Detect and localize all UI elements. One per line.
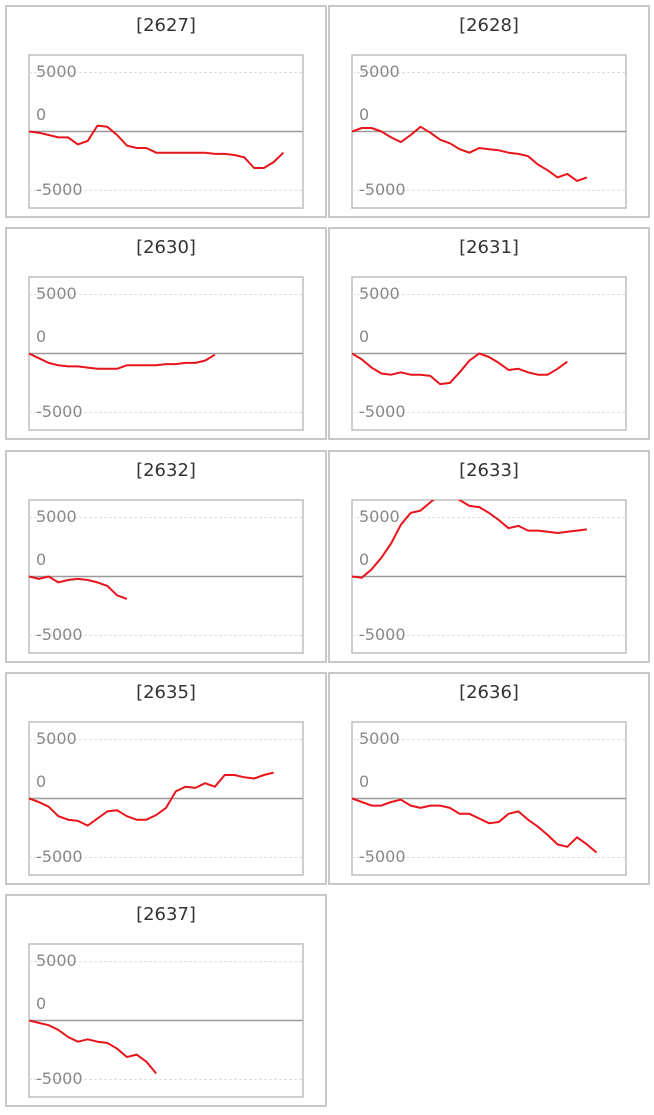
y-tick-label: -5000: [359, 625, 406, 644]
y-tick-label: 0: [36, 105, 46, 124]
y-tick-label: -5000: [359, 402, 406, 421]
chart-title: [2631]: [459, 237, 519, 258]
y-tick-label: 5000: [359, 729, 400, 748]
chart-title: [2633]: [459, 460, 519, 481]
data-line: [29, 575, 128, 600]
y-tick-label: 0: [359, 327, 369, 346]
chart-title: [2635]: [136, 682, 196, 703]
chart-title: [2630]: [136, 237, 196, 258]
chart-panel: [2627] 5000 0 -5000: [5, 5, 327, 218]
y-tick-label: -5000: [36, 180, 83, 199]
data-line: [29, 352, 216, 370]
y-tick-label: 0: [36, 772, 46, 791]
data-line: [352, 797, 598, 854]
chart-panel: [2632] 5000 0 -5000: [5, 450, 327, 663]
y-tick-label: 5000: [36, 729, 77, 748]
y-tick-label: 0: [36, 550, 46, 569]
y-tick-label: 0: [359, 550, 369, 569]
y-tick-label: 0: [36, 327, 46, 346]
data-line: [29, 1019, 157, 1075]
chart-title: [2627]: [136, 15, 196, 36]
y-tick-label: -5000: [359, 847, 406, 866]
data-line: [352, 352, 568, 386]
y-tick-label: 5000: [359, 507, 400, 526]
y-tick-label: -5000: [36, 847, 83, 866]
chart-title: [2632]: [136, 460, 196, 481]
chart-panel: [2628] 5000 0 -5000: [328, 5, 650, 218]
y-tick-label: -5000: [359, 180, 406, 199]
y-tick-label: 5000: [36, 284, 77, 303]
chart-panel: [2637] 5000 0 -5000: [5, 894, 327, 1107]
y-tick-label: 5000: [36, 951, 77, 970]
y-tick-label: 5000: [359, 62, 400, 81]
data-line: [352, 500, 588, 579]
y-tick-label: 5000: [36, 62, 77, 81]
y-tick-label: 5000: [359, 284, 400, 303]
chart-panel: [2631] 5000 0 -5000: [328, 227, 650, 440]
data-line: [352, 125, 588, 182]
chart-panel: [2633] 5000 0 -5000: [328, 450, 650, 663]
chart-panel: [2636] 5000 0 -5000: [328, 672, 650, 885]
chart-panel: [2635] 5000 0 -5000: [5, 672, 327, 885]
y-tick-label: -5000: [36, 625, 83, 644]
data-line: [29, 124, 285, 169]
chart-panel: [2630] 5000 0 -5000: [5, 227, 327, 440]
y-tick-label: -5000: [36, 1069, 83, 1088]
chart-title: [2636]: [459, 682, 519, 703]
chart-title: [2628]: [459, 15, 519, 36]
y-tick-label: 0: [359, 105, 369, 124]
y-tick-label: 0: [359, 772, 369, 791]
data-line: [29, 771, 274, 827]
y-tick-label: -5000: [36, 402, 83, 421]
y-tick-label: 0: [36, 994, 46, 1013]
chart-title: [2637]: [136, 904, 196, 925]
y-tick-label: 5000: [36, 507, 77, 526]
